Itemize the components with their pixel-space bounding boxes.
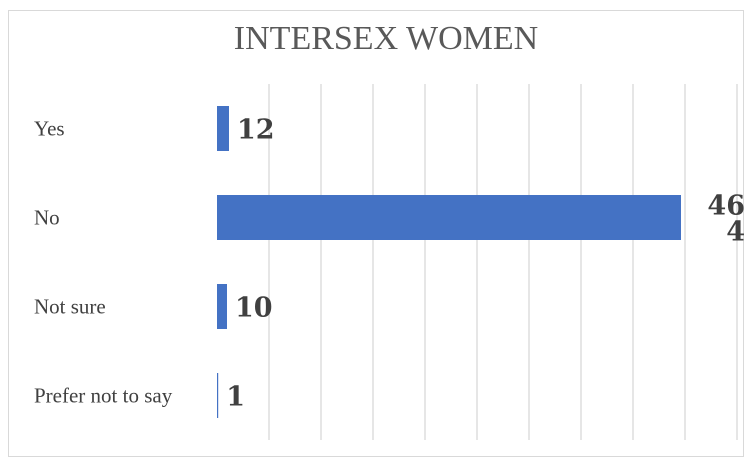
data-label: 10 [235,293,273,324]
value-labels: 12 46 4 10 1 [226,115,745,413]
data-label: 46 4 [707,191,745,248]
bars [217,106,681,418]
bar-not-sure [217,284,227,329]
category-label: No [34,206,60,230]
data-label: 1 [226,382,245,413]
gridlines [268,84,738,440]
bar-yes [217,106,229,151]
category-label: Prefer not to say [34,384,173,408]
bar-no [217,195,681,240]
chart-title: INTERSEX WOMEN [234,20,538,57]
category-label: Yes [34,117,65,141]
category-labels: Yes No Not sure Prefer not to say [34,117,173,408]
category-label: Not sure [34,295,106,319]
bar-prefer-not-to-say [217,373,219,418]
data-label: 12 [237,115,275,146]
